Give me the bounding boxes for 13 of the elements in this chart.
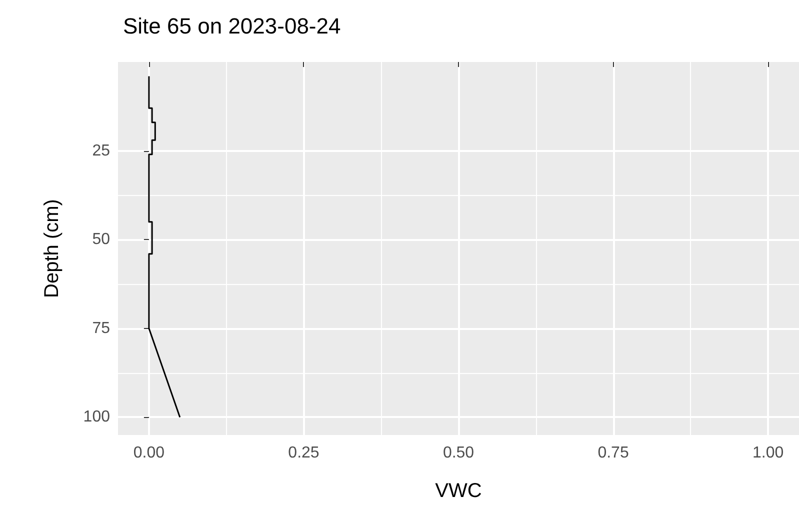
- x-tick-label: 0.00: [133, 444, 165, 462]
- chart-title: Site 65 on 2023-08-24: [123, 14, 341, 38]
- y-tick-label: 75: [92, 320, 110, 337]
- y-tick-label: 25: [92, 142, 110, 160]
- x-tick-label: 0.50: [442, 444, 474, 462]
- x-tick-label: 1.00: [752, 444, 784, 462]
- line-series: [148, 75, 181, 418]
- y-tick-label: 50: [92, 231, 110, 248]
- y-tick-label: 100: [83, 408, 110, 426]
- x-tick-label: 0.75: [598, 444, 629, 462]
- x-axis-title: VWC: [435, 480, 482, 502]
- y-axis-title: Depth (cm): [41, 199, 63, 298]
- x-tick-label: 0.25: [288, 444, 320, 462]
